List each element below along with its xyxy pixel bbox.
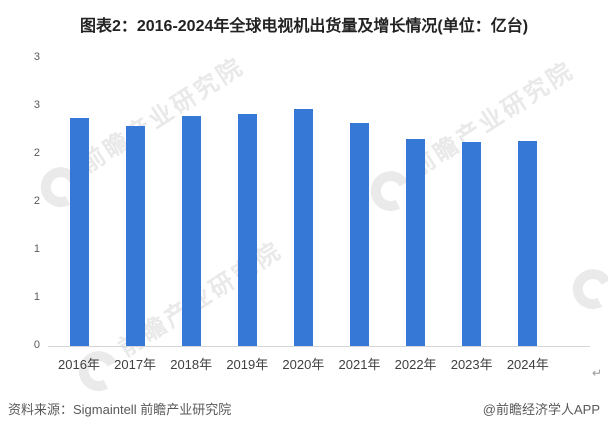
x-axis-line xyxy=(48,346,590,347)
bar-2022年 xyxy=(406,139,426,346)
x-axis-label-2016年: 2016年 xyxy=(58,357,100,372)
x-axis-label-2021年: 2021年 xyxy=(338,357,381,372)
source-note: 资料来源：Sigmaintell 前瞻产业研究院 xyxy=(8,402,232,417)
y-axis-tick-label: 1 xyxy=(33,243,40,255)
x-axis-label-2022年: 2022年 xyxy=(394,357,437,372)
bar-2020年 xyxy=(293,109,313,346)
x-axis-label-2018年: 2018年 xyxy=(170,357,213,372)
y-axis-tick-label: 2 xyxy=(33,195,40,207)
y-axis-tick-label: 3 xyxy=(33,51,40,63)
bar-2023年 xyxy=(462,142,482,346)
bar-2017年 xyxy=(125,126,145,346)
bar-2016年 xyxy=(69,118,89,346)
y-axis-tick-label: 2 xyxy=(33,147,40,159)
y-axis-tick-label: 1 xyxy=(33,291,40,303)
x-axis-label-2019年: 2019年 xyxy=(226,357,269,372)
y-axis-tick-label: 0 xyxy=(33,339,40,351)
x-axis-label-2020年: 2020年 xyxy=(282,357,325,372)
bar-2024年 xyxy=(518,141,538,346)
x-axis-label-2024年: 2024年 xyxy=(506,357,549,372)
return-mark: ↵ xyxy=(592,366,603,380)
bar-2018年 xyxy=(181,116,201,346)
chart-title: 图表2：2016-2024年全球电视机出货量及增长情况(单位：亿台) xyxy=(79,18,529,35)
y-axis-tick-label: 3 xyxy=(33,99,40,111)
x-axis-label-2017年: 2017年 xyxy=(114,357,157,372)
x-axis-label-2023年: 2023年 xyxy=(450,357,493,372)
bar-2021年 xyxy=(350,123,369,346)
credit-note: @前瞻经济学人APP xyxy=(482,402,600,417)
bar-2019年 xyxy=(237,114,257,346)
